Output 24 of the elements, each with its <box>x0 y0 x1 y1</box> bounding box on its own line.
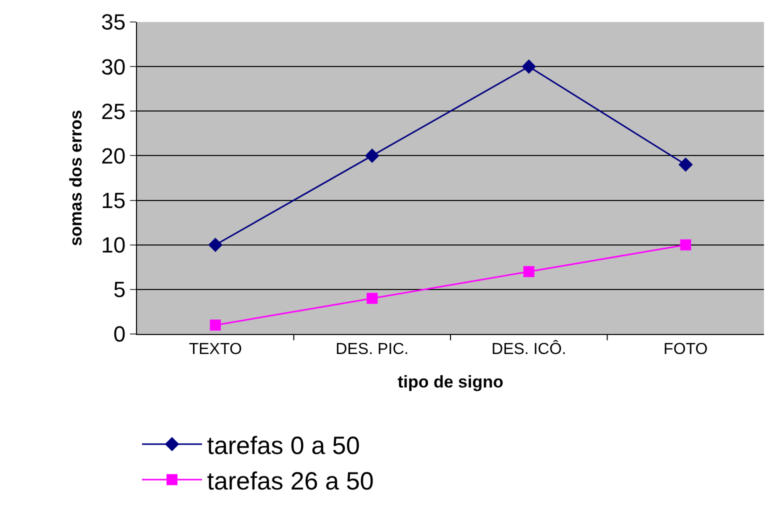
point <box>208 238 223 252</box>
x-tick-label: DES. PIC. <box>336 341 409 358</box>
x-tick-label: TEXTO <box>188 341 242 358</box>
legend-label: tarefas 0 a 50 <box>207 432 360 460</box>
y-tick-label: 25 <box>101 98 126 124</box>
y-tick-label: 5 <box>113 277 126 302</box>
point <box>680 239 692 250</box>
x-tick-label: FOTO <box>664 341 708 358</box>
point <box>678 157 693 172</box>
point <box>364 148 380 163</box>
y-tick-label: 15 <box>101 188 126 213</box>
point <box>522 59 536 74</box>
y-tick-label: 20 <box>101 143 126 168</box>
y-tick-label: 0 <box>113 322 126 347</box>
y-axis-title: somas dos erros <box>66 110 86 246</box>
point <box>366 292 378 304</box>
x-tick-label: DES. ICÔ. <box>492 340 566 358</box>
point <box>210 320 221 331</box>
x-axis-title: tipo de signo <box>398 372 504 392</box>
point <box>523 266 534 278</box>
y-tick-label: 30 <box>101 54 126 80</box>
y-tick-label: 35 <box>101 10 126 35</box>
y-tick-label: 10 <box>101 232 126 258</box>
legend-label: tarefas 26 a 50 <box>207 467 374 496</box>
